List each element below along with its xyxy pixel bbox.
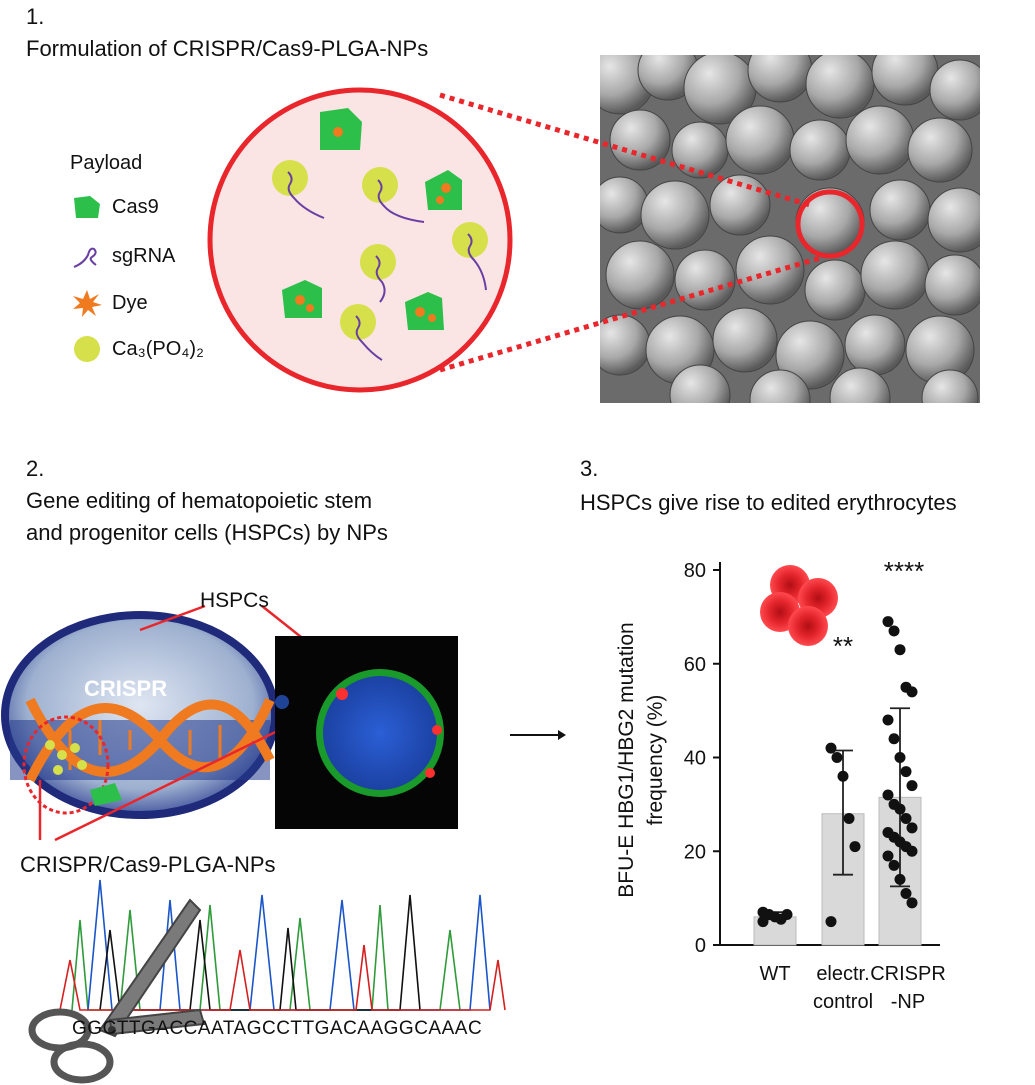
data-point-2-24 xyxy=(906,897,918,909)
hspc-cell-illustration xyxy=(1,611,279,819)
zoom-line-bottom xyxy=(439,255,821,373)
category-label-2-0: CRISPR xyxy=(870,963,946,985)
legend-item-caphos: Ca₃(PO₄)₂ xyxy=(70,334,204,364)
legend-label-dye: Dye xyxy=(112,291,148,314)
data-point-1-5 xyxy=(825,916,837,928)
data-point-2-12 xyxy=(894,803,906,815)
category-label-0-0: WT xyxy=(759,963,790,985)
crispr-label: CRISPR xyxy=(84,676,168,701)
legend-label-caphos: Ca₃(PO₄)₂ xyxy=(112,337,204,360)
calcium-phosphate-icon xyxy=(74,336,100,362)
data-point-2-22 xyxy=(894,873,906,885)
legend-label-cas9: Cas9 xyxy=(112,195,159,218)
cas9-protein-icon xyxy=(74,196,100,218)
zoom-line-top xyxy=(439,92,811,208)
category-label-1-1: control xyxy=(813,991,873,1013)
data-point-2-2 xyxy=(894,644,906,656)
section3-number: 3. xyxy=(580,456,599,481)
hspcs-label: HSPCs xyxy=(200,589,269,612)
red-blood-cells-icon xyxy=(760,565,838,646)
legend-item-cas9: Cas9 xyxy=(70,192,159,222)
data-point-2-1 xyxy=(888,625,900,637)
data-point-1-4 xyxy=(849,841,861,853)
data-point-2-19 xyxy=(906,845,918,857)
section3-title: HSPCs give rise to edited erythrocytes xyxy=(580,490,957,515)
process-arrow xyxy=(510,730,566,740)
data-point-0-4 xyxy=(781,909,793,921)
significance-label-1: ** xyxy=(833,631,853,661)
data-point-2-7 xyxy=(894,752,906,763)
sgrna-icon xyxy=(73,247,97,268)
data-point-2-9 xyxy=(906,780,918,792)
data-point-2-8 xyxy=(900,766,912,778)
nanoparticle-contents xyxy=(272,108,488,361)
legend-item-dye: Dye xyxy=(70,288,148,318)
section1-number: 1. xyxy=(26,4,45,29)
hspc-pointer-line-1 xyxy=(139,604,206,632)
y-axis-label-line2: frequency (%) xyxy=(644,695,667,826)
significance-label-2: **** xyxy=(884,556,924,586)
data-point-2-5 xyxy=(882,714,894,726)
np-label: CRISPR/Cas9-PLGA-NPs xyxy=(20,852,276,877)
data-point-1-0 xyxy=(825,742,837,754)
data-point-2-21 xyxy=(888,859,900,871)
data-point-2-10 xyxy=(882,789,894,801)
category-label-2-1: -NP xyxy=(891,991,925,1013)
legend-label-sgrna: sgRNA xyxy=(112,244,176,267)
data-point-2-13 xyxy=(900,812,912,824)
section2-number: 2. xyxy=(26,456,45,481)
data-point-2-20 xyxy=(882,850,894,862)
np-pointer-line-2 xyxy=(54,718,301,842)
data-point-1-3 xyxy=(843,812,855,824)
data-point-2-14 xyxy=(906,822,918,834)
data-point-2-23 xyxy=(900,887,912,899)
y-axis-label-line1: BFU-E HBG1/HBG2 mutation xyxy=(615,622,638,897)
legend-item-sgrna: sgRNA xyxy=(70,241,175,271)
y-tick-label-1: 20 xyxy=(684,841,706,863)
section2-title-line2: and progenitor cells (HSPCs) by NPs xyxy=(26,520,388,545)
data-point-2-6 xyxy=(888,733,900,745)
y-tick-label-3: 60 xyxy=(684,654,706,676)
data-point-1-2 xyxy=(837,770,849,782)
y-tick-label-0: 0 xyxy=(695,935,706,957)
data-point-1-1 xyxy=(831,752,843,763)
y-tick-label-2: 40 xyxy=(684,748,706,770)
section1-title: Formulation of CRISPR/Cas9-PLGA-NPs xyxy=(26,36,429,61)
fluorescence-micrograph xyxy=(275,636,458,829)
sequence-text: GGCTTGACCAATAGCCTTGACAAGGCAAAC xyxy=(72,1018,483,1039)
section2-title-line1: Gene editing of hematopoietic stem xyxy=(26,488,373,513)
data-point-2-0 xyxy=(882,616,894,628)
data-point-2-4 xyxy=(906,686,918,698)
zoom-circle xyxy=(795,189,865,259)
scissors-icon xyxy=(28,898,206,1084)
category-label-1-0: electr. xyxy=(816,963,869,985)
legend-title: Payload xyxy=(70,152,143,174)
data-point-0-5 xyxy=(757,916,769,928)
dye-burst-icon xyxy=(73,290,102,317)
sem-micrograph xyxy=(600,55,980,403)
y-tick-label-4: 80 xyxy=(684,560,706,582)
